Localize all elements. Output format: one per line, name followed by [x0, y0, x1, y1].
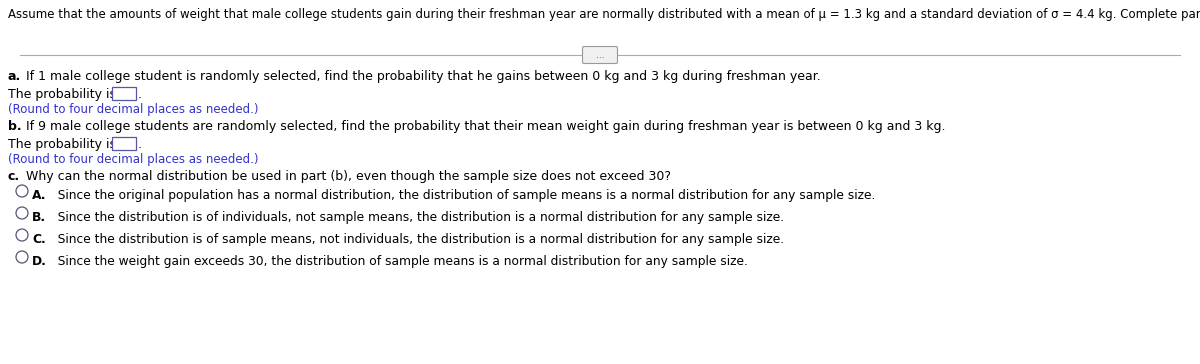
Text: C.: C.: [32, 233, 46, 246]
Text: a.: a.: [8, 70, 22, 83]
Text: ...: ...: [595, 51, 605, 59]
Text: B.: B.: [32, 211, 46, 224]
Text: c.: c.: [8, 170, 20, 183]
FancyBboxPatch shape: [112, 87, 136, 100]
Text: Assume that the amounts of weight that male college students gain during their f: Assume that the amounts of weight that m…: [8, 8, 1200, 21]
Text: .: .: [138, 138, 142, 151]
Text: Since the original population has a normal distribution, the distribution of sam: Since the original population has a norm…: [50, 189, 875, 202]
Text: If 1 male college student is randomly selected, find the probability that he gai: If 1 male college student is randomly se…: [22, 70, 821, 83]
Text: Since the weight gain exceeds 30, the distribution of sample means is a normal d: Since the weight gain exceeds 30, the di…: [50, 255, 748, 268]
Text: Since the distribution is of individuals, not sample means, the distribution is : Since the distribution is of individuals…: [50, 211, 784, 224]
Text: Why can the normal distribution be used in part (b), even though the sample size: Why can the normal distribution be used …: [22, 170, 671, 183]
Text: (Round to four decimal places as needed.): (Round to four decimal places as needed.…: [8, 153, 258, 166]
Text: If 9 male college students are randomly selected, find the probability that thei: If 9 male college students are randomly …: [22, 120, 946, 133]
Text: A.: A.: [32, 189, 47, 202]
FancyBboxPatch shape: [582, 47, 618, 63]
Text: Since the distribution is of sample means, not individuals, the distribution is : Since the distribution is of sample mean…: [50, 233, 784, 246]
Text: .: .: [138, 88, 142, 101]
Text: D.: D.: [32, 255, 47, 268]
Text: b.: b.: [8, 120, 22, 133]
Text: (Round to four decimal places as needed.): (Round to four decimal places as needed.…: [8, 103, 258, 116]
FancyBboxPatch shape: [112, 137, 136, 150]
Text: The probability is: The probability is: [8, 138, 116, 151]
Text: The probability is: The probability is: [8, 88, 116, 101]
